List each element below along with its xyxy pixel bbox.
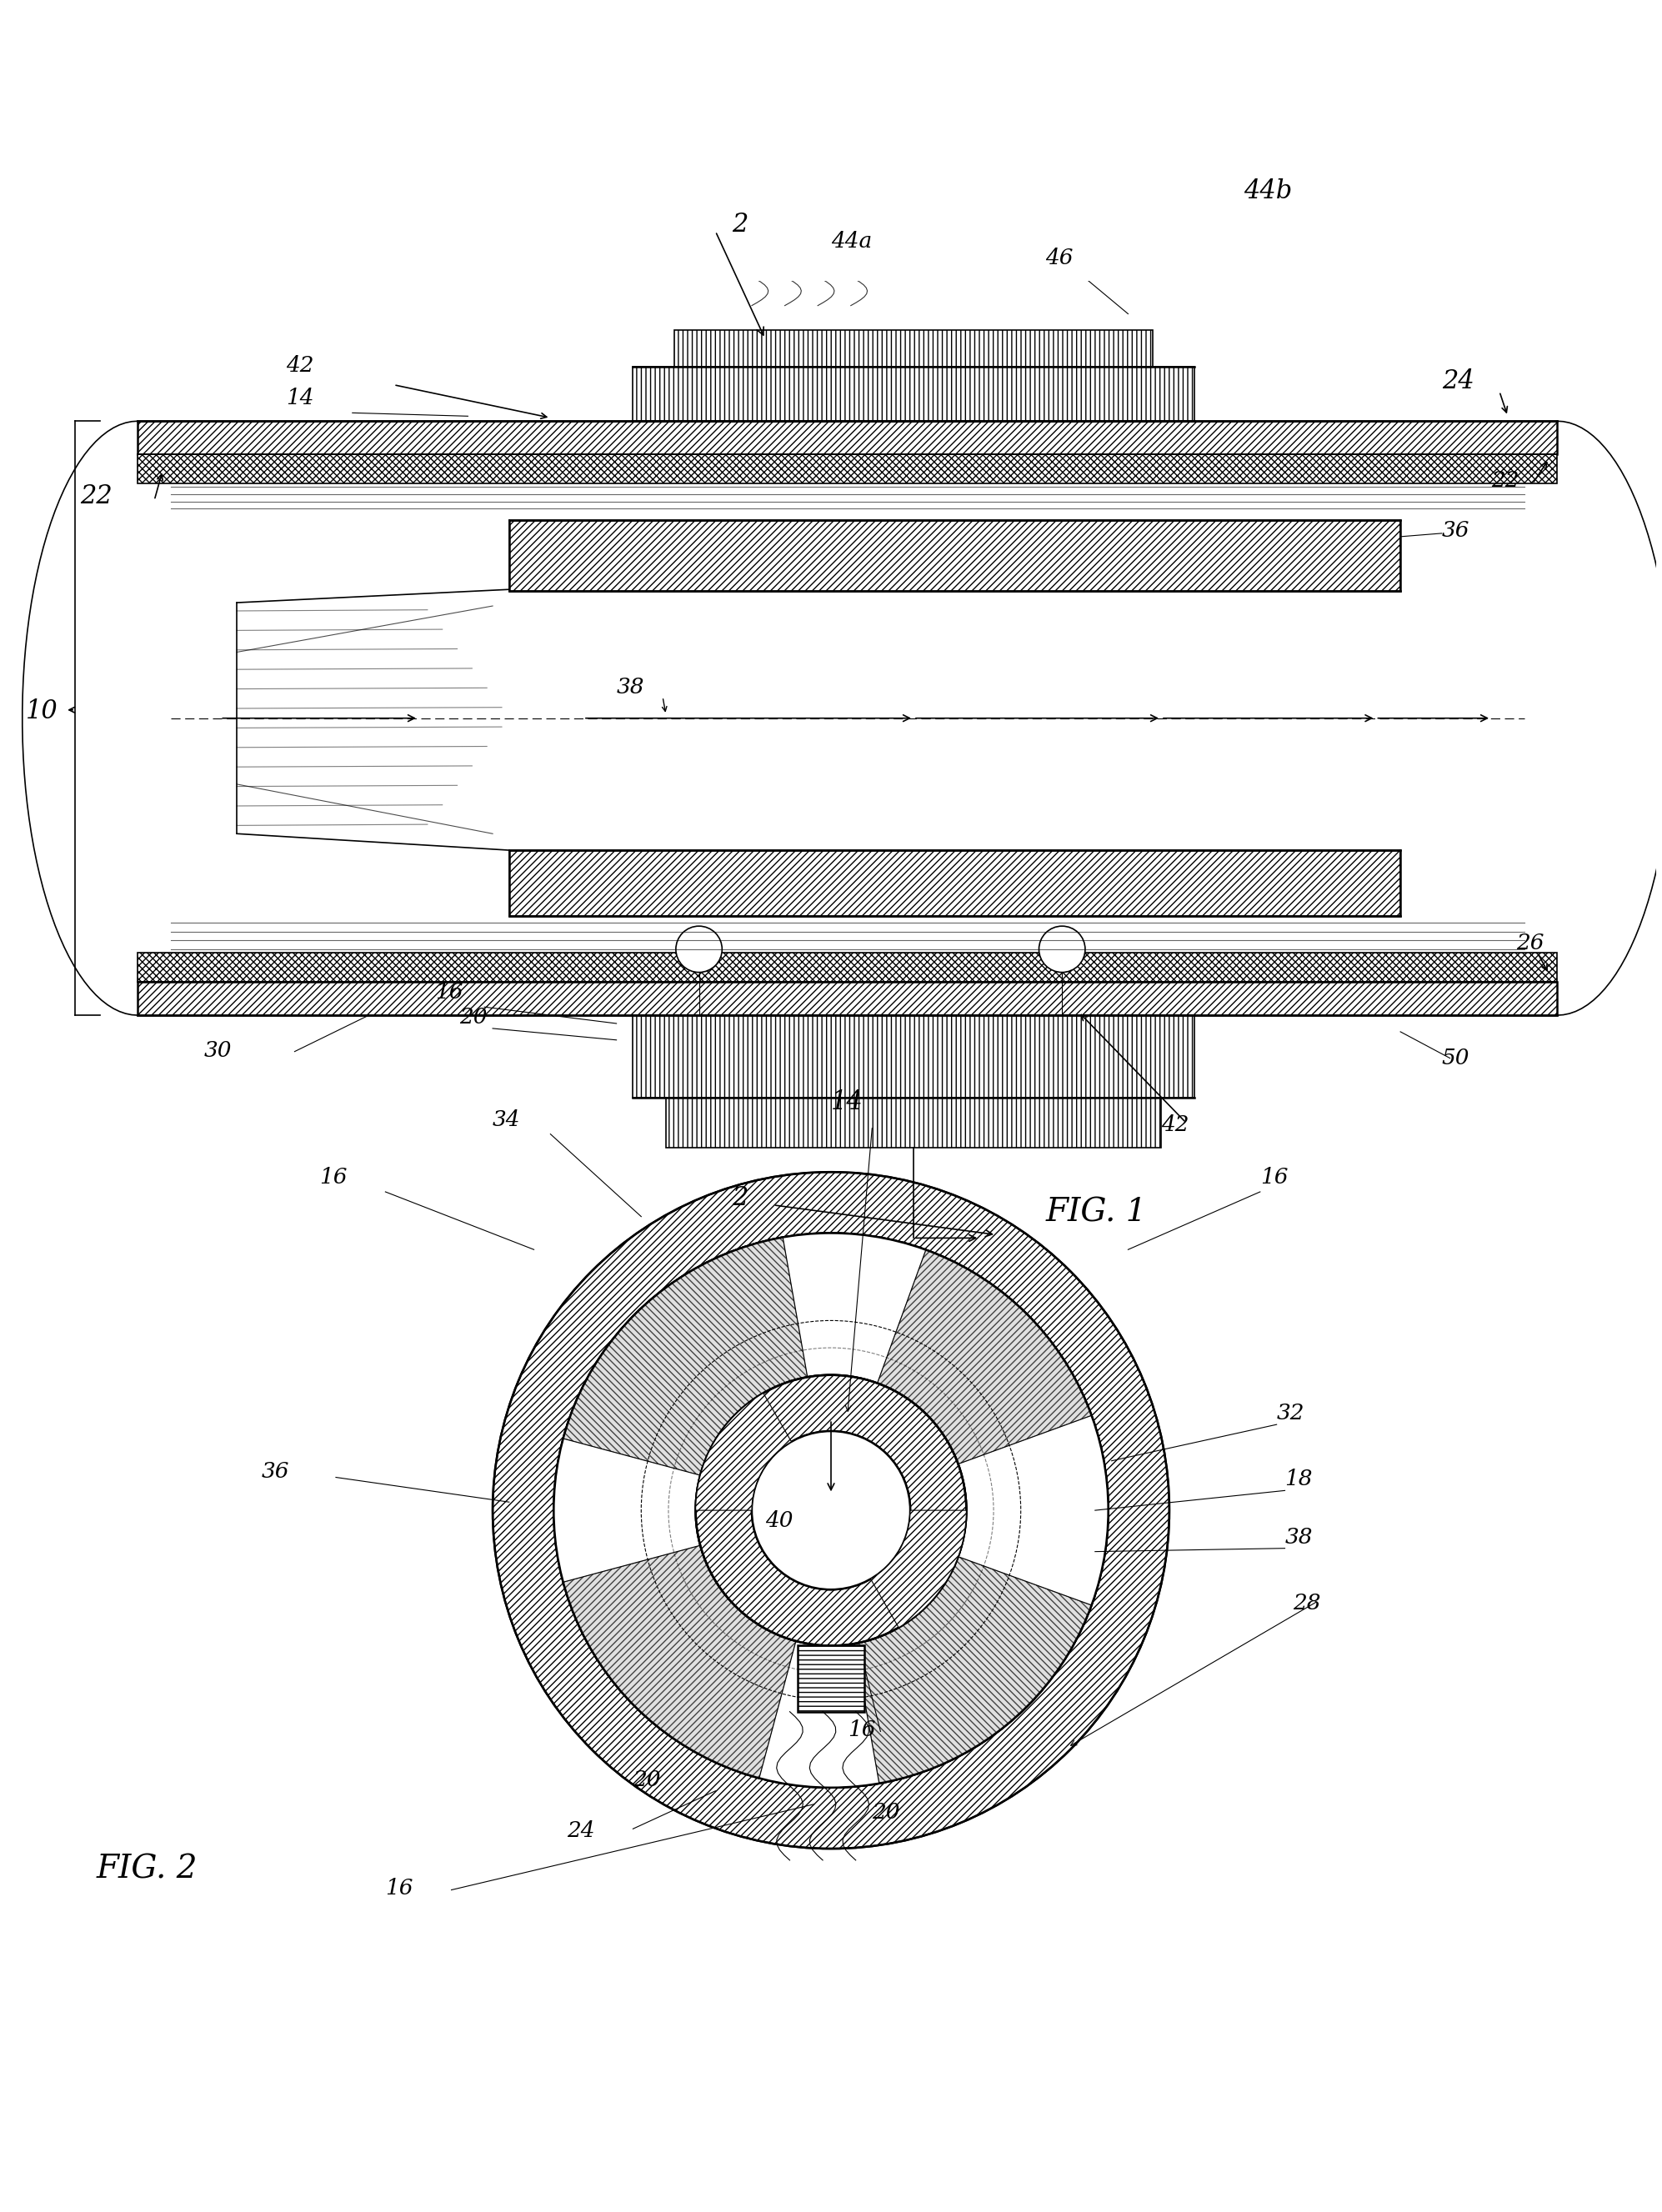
Text: 40: 40 bbox=[765, 1511, 793, 1531]
Text: 28: 28 bbox=[1293, 1593, 1321, 1613]
Text: 16: 16 bbox=[319, 1168, 347, 1188]
Bar bbox=[509, 849, 1401, 916]
Text: 38: 38 bbox=[1285, 1526, 1313, 1548]
Text: 16: 16 bbox=[435, 982, 462, 1002]
Bar bbox=[675, 330, 1153, 372]
Wedge shape bbox=[871, 1511, 966, 1628]
Bar bbox=[509, 520, 1401, 591]
Wedge shape bbox=[696, 1394, 791, 1511]
Text: 22: 22 bbox=[1491, 471, 1519, 491]
Circle shape bbox=[1039, 927, 1085, 973]
Wedge shape bbox=[878, 1250, 1092, 1464]
Text: 2: 2 bbox=[731, 1186, 748, 1210]
Bar bbox=[633, 1015, 1193, 1097]
Bar bbox=[633, 367, 1193, 420]
Wedge shape bbox=[563, 1546, 796, 1778]
Circle shape bbox=[751, 1431, 911, 1590]
Text: 20: 20 bbox=[460, 1006, 487, 1029]
Text: 32: 32 bbox=[1276, 1402, 1305, 1425]
Wedge shape bbox=[854, 1557, 1092, 1783]
Text: 44a: 44a bbox=[831, 230, 873, 252]
Text: 30: 30 bbox=[204, 1040, 231, 1062]
Wedge shape bbox=[783, 1232, 926, 1382]
Wedge shape bbox=[563, 1237, 808, 1475]
Text: 14: 14 bbox=[286, 387, 314, 409]
Bar bbox=[138, 420, 1557, 453]
Text: 42: 42 bbox=[286, 354, 314, 376]
Bar bbox=[138, 953, 1557, 982]
Text: 2: 2 bbox=[731, 212, 748, 237]
Text: 46: 46 bbox=[1045, 248, 1074, 268]
Text: 18: 18 bbox=[1285, 1469, 1313, 1489]
Text: 38: 38 bbox=[617, 677, 645, 697]
Bar bbox=[666, 1097, 1162, 1148]
Bar bbox=[138, 982, 1557, 1015]
Text: 20: 20 bbox=[873, 1803, 901, 1823]
Text: 26: 26 bbox=[1516, 933, 1544, 953]
Text: 20: 20 bbox=[633, 1770, 661, 1790]
Text: 50: 50 bbox=[1441, 1048, 1469, 1068]
Text: 16: 16 bbox=[848, 1719, 876, 1741]
Text: FIG. 1: FIG. 1 bbox=[1045, 1197, 1147, 1228]
Text: 34: 34 bbox=[492, 1108, 520, 1130]
Wedge shape bbox=[760, 1641, 879, 1787]
Text: FIG. 2: FIG. 2 bbox=[96, 1854, 198, 1885]
Wedge shape bbox=[959, 1416, 1109, 1606]
Text: 22: 22 bbox=[80, 484, 113, 509]
Text: 36: 36 bbox=[1441, 520, 1469, 540]
Text: 42: 42 bbox=[1162, 1115, 1188, 1135]
Text: 24: 24 bbox=[567, 1820, 595, 1840]
Text: 44b: 44b bbox=[1243, 179, 1291, 204]
Text: 10: 10 bbox=[25, 699, 58, 723]
Text: 36: 36 bbox=[261, 1460, 289, 1482]
Bar bbox=[798, 1646, 864, 1712]
Text: 16: 16 bbox=[1260, 1168, 1288, 1188]
Text: 14: 14 bbox=[831, 1088, 863, 1115]
Text: 16: 16 bbox=[386, 1878, 414, 1900]
Circle shape bbox=[676, 927, 721, 973]
Wedge shape bbox=[553, 1438, 700, 1582]
Text: 24: 24 bbox=[1441, 367, 1474, 394]
Bar bbox=[138, 453, 1557, 484]
